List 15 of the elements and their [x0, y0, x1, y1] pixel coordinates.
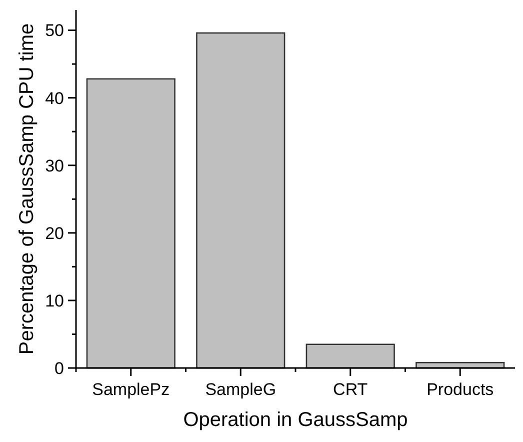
y-tick-label: 30: [45, 156, 64, 176]
y-tick-label: 50: [45, 21, 64, 40]
y-tick-label: 40: [45, 88, 64, 108]
y-tick-label: 10: [45, 291, 64, 310]
bar: [86, 78, 176, 369]
x-tick-label: CRT: [333, 380, 368, 399]
y-axis-title: Percentage of GaussSamp CPU time: [16, 23, 38, 355]
x-tick-label: Products: [426, 380, 494, 399]
y-tick-label: 0: [54, 358, 64, 378]
y-tick-label: 20: [45, 224, 64, 243]
x-axis-title: Operation in GaussSamp: [183, 409, 408, 431]
x-tick-label: SamplePz: [92, 380, 170, 399]
x-tick-label: SampleG: [205, 380, 276, 399]
bar: [306, 344, 395, 369]
bar: [196, 32, 286, 369]
